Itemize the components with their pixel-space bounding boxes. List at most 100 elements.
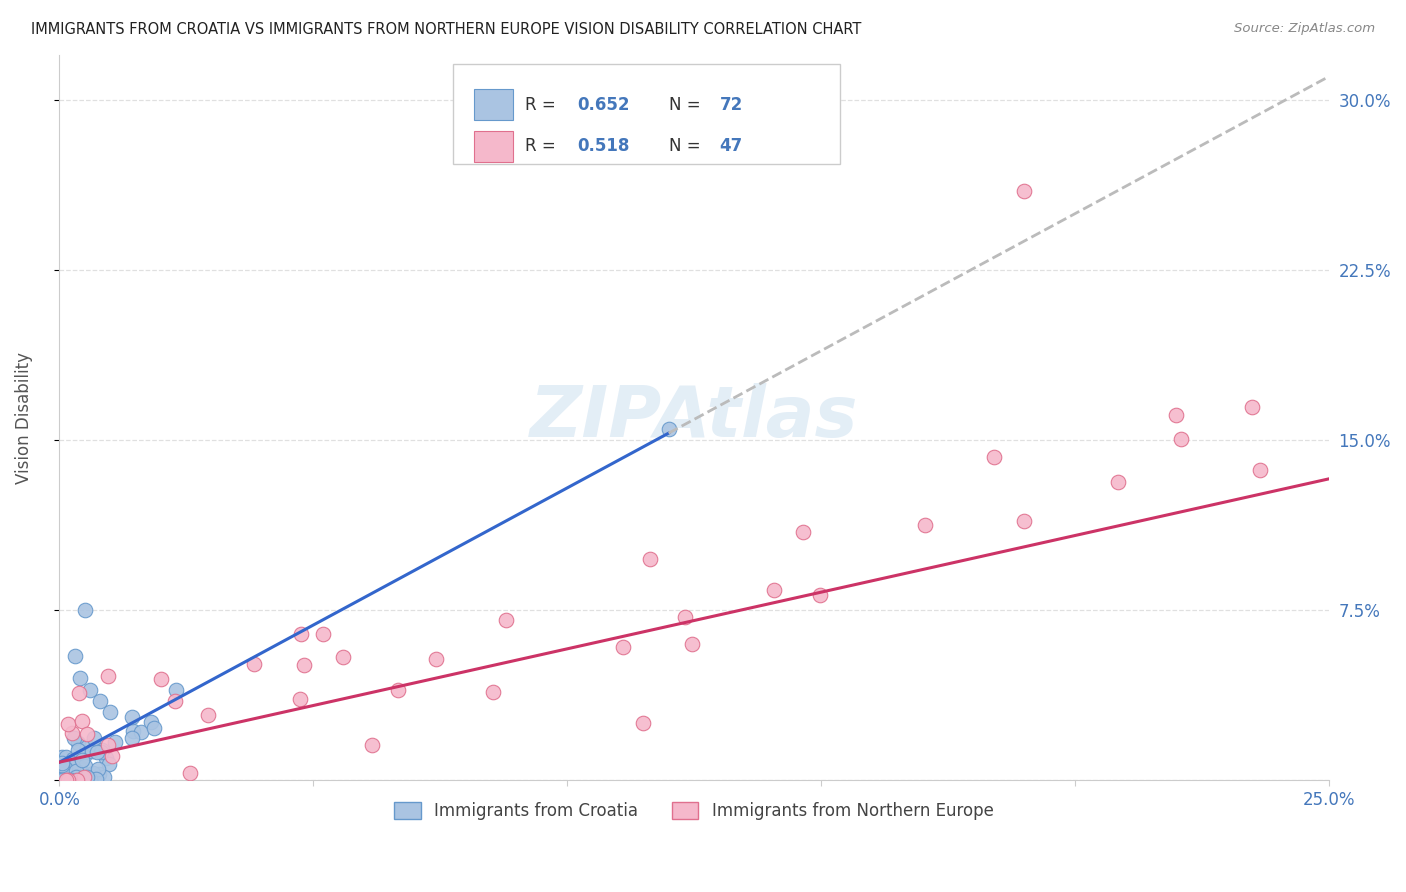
Point (121, 731, 143, 746)
Point (808, 588, 831, 602)
Point (87, 762, 110, 776)
Point (90, 743, 112, 757)
Point (1240, 401, 1263, 415)
Point (150, 672, 173, 686)
Point (62, 773, 84, 788)
Point (86, 745, 108, 759)
Point (98, 706, 121, 720)
Point (312, 627, 335, 641)
Point (66, 736, 89, 750)
Point (56, 716, 79, 731)
Point (290, 691, 312, 706)
Point (65, 773, 87, 788)
Point (104, 734, 127, 748)
Point (66, 743, 89, 757)
Point (290, 627, 312, 641)
Text: 0.652: 0.652 (578, 95, 630, 113)
Point (65, 773, 87, 788)
Point (143, 721, 166, 735)
Point (52, 773, 75, 788)
Point (84, 772, 107, 787)
Point (55, 773, 77, 788)
Point (1107, 475, 1129, 490)
Point (83, 731, 105, 745)
Point (51, 772, 73, 787)
Point (82, 766, 104, 780)
Point (70, 772, 93, 786)
Point (121, 724, 143, 739)
Point (638, 552, 661, 566)
Point (89, 694, 111, 708)
Point (51, 749, 73, 764)
Point (67, 760, 90, 774)
Point (72, 749, 94, 764)
Point (121, 710, 143, 724)
Text: 47: 47 (720, 137, 742, 155)
Point (67, 686, 90, 700)
Point (66, 772, 89, 786)
Point (495, 613, 517, 627)
Point (51, 756, 73, 771)
Point (51, 773, 73, 788)
Point (425, 652, 447, 666)
Text: N =: N = (669, 95, 706, 113)
Legend: Immigrants from Croatia, Immigrants from Northern Europe: Immigrants from Croatia, Immigrants from… (388, 795, 1000, 826)
Point (139, 715, 162, 730)
Point (914, 518, 936, 533)
Point (51, 767, 73, 781)
Point (70, 773, 93, 788)
Point (56, 773, 79, 788)
Point (75, 759, 97, 773)
Point (73, 603, 96, 617)
Point (98, 757, 121, 772)
Point (129, 725, 152, 739)
Point (69, 671, 91, 685)
Text: N =: N = (669, 137, 706, 155)
Point (69, 773, 91, 788)
Point (59, 773, 82, 788)
Point (63, 773, 86, 788)
Point (59, 773, 82, 788)
Point (1249, 463, 1271, 477)
Point (69, 773, 91, 788)
Point (55, 773, 77, 788)
Point (90, 745, 112, 759)
Point (633, 716, 655, 731)
Point (681, 637, 703, 651)
Bar (474, 89, 513, 120)
Point (97, 738, 120, 752)
Point (94, 751, 117, 765)
Point (65, 764, 87, 778)
Point (983, 450, 1005, 464)
Point (163, 694, 186, 708)
Point (56, 773, 79, 788)
Point (62, 752, 84, 766)
Point (675, 610, 697, 624)
Point (87, 767, 110, 781)
Point (387, 683, 409, 698)
Point (76, 740, 98, 755)
Point (93, 771, 115, 785)
Point (58, 773, 80, 788)
Point (79, 772, 101, 786)
Text: IMMIGRANTS FROM CROATIA VS IMMIGRANTS FROM NORTHERN EUROPE VISION DISABILITY COR: IMMIGRANTS FROM CROATIA VS IMMIGRANTS FR… (31, 22, 862, 37)
Bar (474, 131, 513, 161)
Text: ZIPAtlas: ZIPAtlas (530, 384, 858, 452)
Point (65, 773, 87, 788)
Point (360, 738, 382, 752)
Text: R =: R = (526, 95, 561, 113)
Point (62, 731, 84, 746)
Point (63, 648, 86, 663)
Point (55, 749, 77, 764)
Point (76, 770, 98, 784)
FancyBboxPatch shape (453, 64, 839, 164)
Point (481, 685, 503, 699)
Point (80, 744, 103, 758)
Point (1012, 514, 1035, 528)
Point (792, 525, 814, 540)
Point (67, 770, 90, 784)
Point (55, 762, 77, 776)
Point (72, 765, 94, 780)
Point (100, 748, 122, 763)
Y-axis label: Vision Disability: Vision Disability (15, 351, 32, 483)
